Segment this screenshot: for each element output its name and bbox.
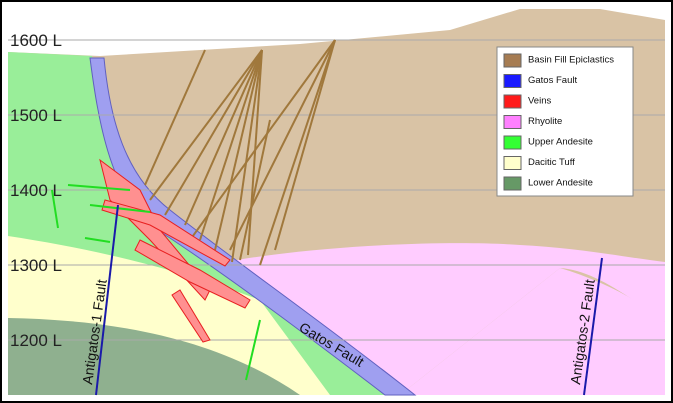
legend-swatch [503,135,522,150]
legend-label: Rhyolite [528,116,562,127]
intercept [89,204,151,213]
level-label: 1600 L [10,31,62,50]
legend-label: Upper Andesite [528,137,593,148]
legend-swatch [503,176,522,191]
level-label: 1300 L [10,256,62,275]
legend-swatch [503,156,522,170]
drill-hole [189,39,336,241]
drill-hole [149,49,263,201]
drill-holes [144,39,336,266]
drill-hole [214,49,263,251]
legend-label: Dacitic Tuff [528,157,575,168]
drill-hole [199,49,263,241]
legend-label: Lower Andesite [528,178,593,189]
drill-hole [231,49,263,263]
vein [171,289,211,343]
drill-hole [229,39,336,251]
veins [99,158,251,343]
legend-label: Gatos Fault [528,75,577,86]
drill-hole [164,49,263,216]
level-label: 1200 L [10,331,62,350]
andesite-intercepts [51,184,261,381]
level-label: 1500 L [10,106,62,125]
intercept [51,189,59,229]
lower-andesite [8,318,300,395]
drill-hole [247,49,263,256]
vein [101,199,231,267]
drill-hole [274,39,336,251]
antigatos-2-fault [583,257,603,396]
drill-hole [184,49,263,226]
intercept [245,319,261,381]
drill-hole [239,119,271,261]
drill-hole [144,49,206,186]
intercept [84,237,111,243]
level-label: 1400 L [10,181,62,200]
legend: Basin Fill Epiclastics Gatos Fault Veins Rh… [496,46,634,197]
legend-swatch [503,115,522,129]
rhyolite-lower [400,268,665,395]
vein [134,239,251,309]
drill-hole [259,39,336,266]
legend-label: Veins [528,96,551,107]
legend-swatch [503,53,522,68]
legend-swatch [503,94,522,109]
antigatos-1-fault [95,204,119,396]
intercept [67,184,131,191]
legend-label: Basin Fill Epiclastics [528,55,614,66]
legend-swatch [503,74,522,88]
